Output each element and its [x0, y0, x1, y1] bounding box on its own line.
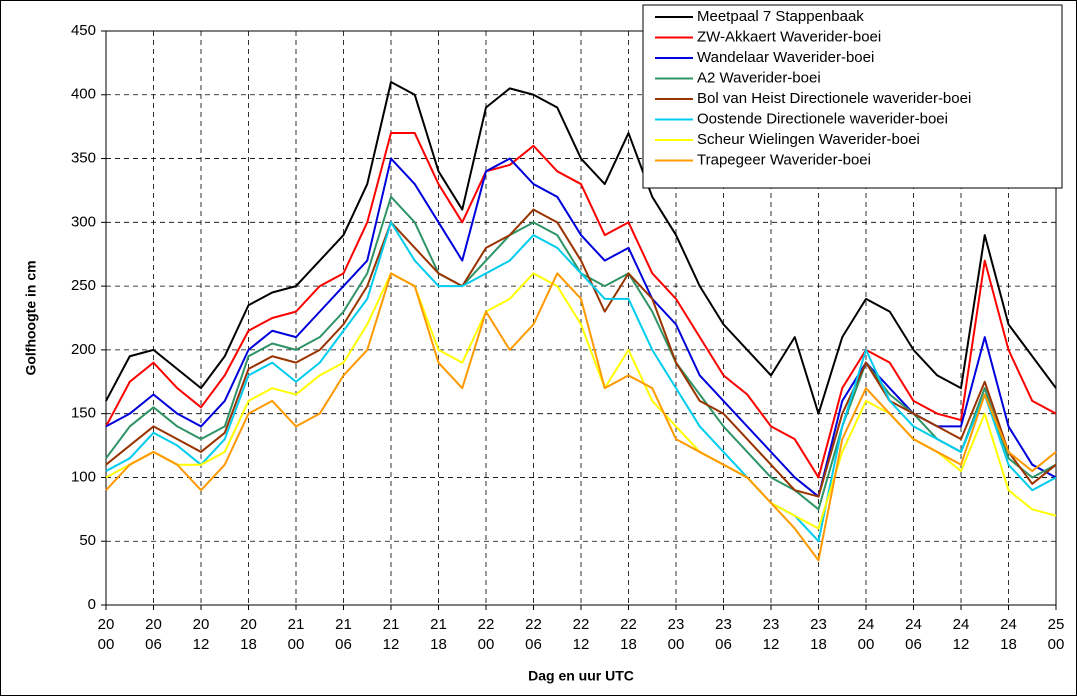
x-tick-label: 24 — [1000, 616, 1017, 633]
x-tick-label: 00 — [668, 636, 685, 653]
x-tick-label: 12 — [193, 636, 210, 653]
y-tick-label: 350 — [71, 150, 96, 167]
x-tick-label: 23 — [810, 616, 827, 633]
plot-border — [105, 30, 1057, 606]
x-tick-label: 20 — [145, 616, 162, 633]
data-line — [105, 157, 1057, 498]
x-tick-label: 18 — [810, 636, 827, 653]
x-tick-label: 24 — [953, 616, 970, 633]
x-tick-label: 06 — [145, 636, 162, 653]
x-tick-label: 23 — [668, 616, 685, 633]
y-tick-label: 100 — [71, 468, 96, 485]
x-tick-label: 12 — [383, 636, 400, 653]
data-line — [105, 272, 1057, 562]
x-tick-label: 18 — [620, 636, 637, 653]
legend-box — [642, 4, 1063, 189]
legend-label: Bol van Heist Directionele waverider-boe… — [697, 90, 971, 107]
x-tick-label: 06 — [905, 636, 922, 653]
x-tick-label: 06 — [715, 636, 732, 653]
y-tick-label: 450 — [71, 22, 96, 39]
x-tick-label: 18 — [240, 636, 257, 653]
data-line — [105, 221, 1057, 543]
y-tick-label: 300 — [71, 213, 96, 230]
x-tick-label: 18 — [1000, 636, 1017, 653]
x-tick-label: 23 — [715, 616, 732, 633]
x-tick-label: 24 — [858, 616, 875, 633]
x-tick-label: 12 — [573, 636, 590, 653]
x-tick-label: 21 — [430, 616, 447, 633]
y-tick-label: 150 — [71, 405, 96, 422]
y-tick-label: 250 — [71, 277, 96, 294]
x-tick-label: 22 — [620, 616, 637, 633]
y-tick-label: 200 — [71, 341, 96, 358]
x-tick-label: 20 — [240, 616, 257, 633]
data-line — [105, 132, 1057, 479]
x-tick-label: 20 — [98, 616, 115, 633]
x-tick-label: 06 — [335, 636, 352, 653]
x-tick-label: 23 — [763, 616, 780, 633]
legend-label: Oostende Directionele waverider-boei — [697, 110, 948, 127]
legend-label: Trapegeer Waverider-boei — [697, 151, 871, 168]
x-tick-label: 20 — [193, 616, 210, 633]
x-tick-label: 12 — [953, 636, 970, 653]
legend-label: Meetpaal 7 Stappenbaak — [697, 8, 864, 25]
x-tick-label: 00 — [1048, 636, 1065, 653]
y-tick-label: 0 — [88, 596, 96, 613]
legend-label: Wandelaar Waverider-boei — [697, 49, 874, 66]
y-axis-label: Golfhoogte in cm — [23, 260, 39, 375]
x-tick-label: 00 — [478, 636, 495, 653]
x-tick-label: 18 — [430, 636, 447, 653]
legend-label: Scheur Wielingen Waverider-boei — [697, 131, 920, 148]
x-tick-label: 21 — [288, 616, 305, 633]
x-tick-label: 22 — [573, 616, 590, 633]
x-tick-label: 00 — [858, 636, 875, 653]
y-tick-label: 50 — [79, 532, 96, 549]
x-tick-label: 25 — [1048, 616, 1065, 633]
data-line — [105, 81, 1057, 415]
y-tick-label: 400 — [71, 86, 96, 103]
x-tick-label: 06 — [525, 636, 542, 653]
legend-label: A2 Waverider-boei — [697, 69, 821, 86]
x-axis-label: Dag en uur UTC — [528, 668, 634, 684]
x-tick-label: 21 — [383, 616, 400, 633]
x-tick-label: 00 — [288, 636, 305, 653]
legend-label: ZW-Akkaert Waverider-boei — [697, 28, 881, 45]
x-tick-label: 22 — [525, 616, 542, 633]
x-tick-label: 12 — [763, 636, 780, 653]
x-tick-label: 24 — [905, 616, 922, 633]
x-tick-label: 22 — [478, 616, 495, 633]
data-line — [105, 208, 1057, 498]
x-tick-label: 21 — [335, 616, 352, 633]
x-tick-label: 00 — [98, 636, 115, 653]
